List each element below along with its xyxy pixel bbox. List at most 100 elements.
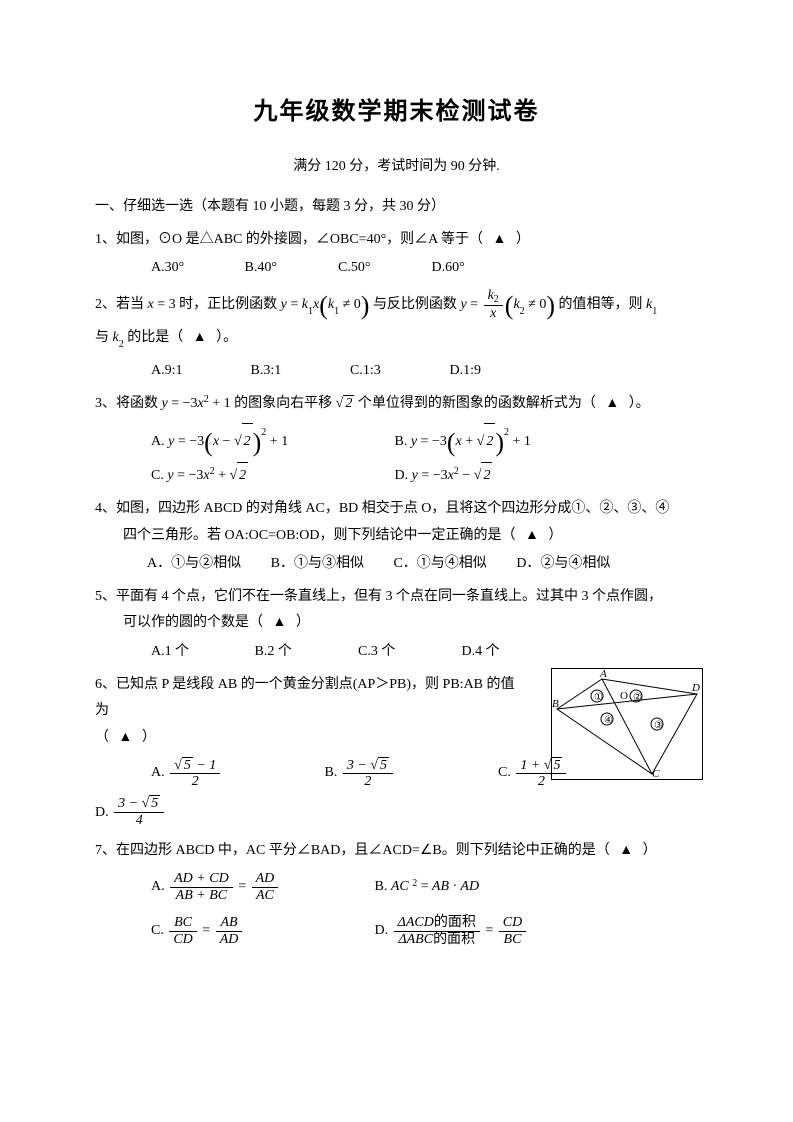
q5-opt-b: B.2 个 xyxy=(255,639,355,666)
q3-p2: 的图象向右平移 xyxy=(234,396,332,411)
question-1: 1、如图，⊙O 是△ABC 的外接圆，∠OBC=40°，则∠A 等于（ ▲ ） xyxy=(95,227,698,254)
q4-line2b: ） xyxy=(548,528,562,543)
q3-options-row1: A. y = −3(x − √2)2 + 1 B. y = −3(x + √2)… xyxy=(95,420,698,460)
q1-stem-b: ） xyxy=(516,232,530,247)
q6-blank: ▲ xyxy=(113,730,139,745)
q1-opt-b: B.40° xyxy=(245,255,335,282)
q4-options: A．①与②相似 B．①与③相似 C．①与④相似 D．②与④相似 xyxy=(95,551,698,578)
question-4: 4、如图，四边形 ABCD 的对角线 AC，BD 相交于点 O，且将这个四边形分… xyxy=(95,496,698,578)
exam-page: 九年级数学期末检测试卷 满分 120 分，考试时间为 90 分钟. 一、仔细选一… xyxy=(0,0,793,1122)
q7-options-row1: A. AD + CDAB + BC = ADAC B. AC 2 = AB · … xyxy=(95,866,698,908)
fig-label-a: A xyxy=(599,669,607,680)
q7-lab-d: D. xyxy=(375,910,389,952)
q2-k1: k1 xyxy=(646,297,657,312)
q4-blank: ▲ xyxy=(519,528,545,543)
q7-lab-a: A. xyxy=(151,866,165,908)
q7-opt-c-eq: BCCD = ABAD xyxy=(167,910,244,952)
q3-blank: ▲ xyxy=(599,396,625,411)
q4-line2: 四个三角形。若 OA:OC=OB:OD，则下列结论中一定正确的是（ xyxy=(123,528,516,543)
q6-line1: 6、已知点 P 是线段 AB 的一个黄金分割点(AP＞PB)，则 PB:AB 的… xyxy=(95,672,528,725)
q6-line2a: （ xyxy=(95,730,109,745)
q5-opt-d: D.4 个 xyxy=(462,639,500,666)
q2-blank: ▲ xyxy=(187,330,213,345)
q7-blank: ▲ xyxy=(613,843,639,858)
q4-opt-d: D．②与④相似 xyxy=(516,551,610,578)
q7-opt-d-eq: ΔACD的面积 ΔABC的面积 = CDBC xyxy=(392,910,529,952)
q5-blank: ▲ xyxy=(267,615,293,630)
q5-opt-a: A.1 个 xyxy=(151,639,251,666)
quadrilateral-figure: A B C D O ① ② ③ ④ xyxy=(551,668,703,780)
q6-lab-d: D. xyxy=(95,805,109,820)
q4-opt-b: B．①与③相似 xyxy=(271,551,364,578)
fig-label-1: ① xyxy=(594,692,603,703)
q2-p3: 与反比例函数 xyxy=(373,297,457,312)
q1-blank: ▲ xyxy=(487,232,513,247)
question-5: 5、平面有 4 个点，它们不在一条直线上，但有 3 个点在同一条直线上。过其中 … xyxy=(95,584,698,637)
q3-p4: ）。 xyxy=(629,396,650,411)
q3-lab-c: C. xyxy=(151,463,164,490)
q6-opt-d-frac: 3 − √5 4 xyxy=(114,796,164,828)
q3-lab-a: A. xyxy=(151,424,165,460)
q3-lab-b: B. xyxy=(395,424,408,460)
q7-options-row2: C. BCCD = ABAD D. ΔACD的面积 ΔABC的面积 = CDBC xyxy=(95,910,698,952)
q1-stem-a: 1、如图，⊙O 是△ABC 的外接圆，∠OBC=40°，则∠A 等于（ xyxy=(95,232,483,247)
question-7: 7、在四边形 ABCD 中，AC 平分∠BAD，且∠ACD=∠B。则下列结论中正… xyxy=(95,838,698,865)
q7-line1b: ） xyxy=(643,843,657,858)
q2-eq3: y = k2x(k2 ≠ 0) xyxy=(460,297,555,312)
fig-label-d: D xyxy=(691,682,700,694)
q1-opt-d: D.60° xyxy=(432,255,465,282)
q5-options: A.1 个 B.2 个 C.3 个 D.4 个 xyxy=(95,639,698,666)
fig-label-3: ③ xyxy=(654,720,663,731)
fig-label-o: O xyxy=(620,690,628,702)
fig-label-4: ④ xyxy=(604,715,613,726)
q5-line2b: ） xyxy=(296,615,310,630)
q5-line2-wrap: 可以作的圆的个数是（ ▲ ） xyxy=(95,610,698,637)
q7-opt-b-eq: AC 2 = AB · AD xyxy=(391,866,479,908)
question-3: 3、将函数 y = −3x2 + 1 的图象向右平移 √2 个单位得到的新图象的… xyxy=(95,390,698,418)
section-1-heading: 一、仔细选一选（本题有 10 小题，每题 3 分，共 30 分） xyxy=(95,194,698,221)
q6-opt-b-frac: 3 − √5 2 xyxy=(343,757,393,790)
page-title: 九年级数学期末检测试卷 xyxy=(95,90,698,136)
q7-lab-c: C. xyxy=(151,910,164,952)
q4-opt-c: C．①与④相似 xyxy=(393,551,486,578)
q3-p1: 3、将函数 xyxy=(95,396,158,411)
q2-p1: 2、若当 xyxy=(95,297,144,312)
q7-line1: 7、在四边形 ABCD 中，AC 平分∠BAD，且∠ACD=∠B。则下列结论中正… xyxy=(95,843,610,858)
q2-opt-a: A.9:1 xyxy=(151,358,247,385)
q2-opt-c: C.1:3 xyxy=(350,358,446,385)
q6-lab-b: B. xyxy=(325,753,338,792)
q3-opt-b-eq: y = −3(x + √2)2 + 1 xyxy=(411,420,531,460)
q2-p4: 的值相等，则 xyxy=(559,297,643,312)
q3-options-row2: C. y = −3x2 + √2 D. y = −3x2 − √2 xyxy=(95,462,698,490)
q3-lab-d: D. xyxy=(395,463,409,490)
q2-eq2: y = k1x(k1 ≠ 0) xyxy=(281,297,370,312)
q6-options-row2: D. 3 − √5 4 xyxy=(95,793,698,832)
q2-eq1: x = 3 xyxy=(148,297,176,312)
q1-options: A.30° B.40° C.50° D.60° xyxy=(95,255,698,282)
q2-opt-b: B.3:1 xyxy=(251,358,347,385)
q6-line2-wrap: （ ▲ ） xyxy=(95,725,528,752)
q7-opt-a-eq: AD + CDAB + BC = ADAC xyxy=(168,866,280,908)
q1-opt-c: C.50° xyxy=(338,255,428,282)
q2-p6: 的比是（ xyxy=(127,330,183,345)
q3-opt-c-eq: y = −3x2 + √2 xyxy=(167,462,248,490)
q2-p5: 与 xyxy=(95,330,109,345)
q6-lab-a: A. xyxy=(151,753,165,792)
question-2: 2、若当 x = 3 时，正比例函数 y = k1x(k1 ≠ 0) 与反比例函… xyxy=(95,288,698,356)
q4-line1: 4、如图，四边形 ABCD 的对角线 AC，BD 相交于点 O，且将这个四边形分… xyxy=(95,496,698,523)
q6-opt-a-frac: √5 − 1 2 xyxy=(170,757,220,790)
fig-label-c: C xyxy=(652,768,660,779)
q2-k2: k2 xyxy=(113,330,124,345)
q6-lab-c: C. xyxy=(498,753,511,792)
q3-opt-d-eq: y = −3x2 − √2 xyxy=(412,462,493,490)
q4-line2-wrap: 四个三角形。若 OA:OC=OB:OD，则下列结论中一定正确的是（ ▲ ） xyxy=(95,523,698,550)
q2-p7: ）。 xyxy=(216,330,237,345)
q4-opt-a: A．①与②相似 xyxy=(147,551,241,578)
q3-sqrt2-a: √2 xyxy=(336,391,355,418)
q3-eq1: y = −3x2 + 1 xyxy=(162,396,231,411)
q5-line2: 可以作的圆的个数是（ xyxy=(123,615,263,630)
q2-p2: 时，正比例函数 xyxy=(179,297,277,312)
q3-opt-a-eq: y = −3(x − √2)2 + 1 xyxy=(168,420,288,460)
q1-opt-a: A.30° xyxy=(151,255,241,282)
q2-options: A.9:1 B.3:1 C.1:3 D.1:9 xyxy=(95,358,698,385)
